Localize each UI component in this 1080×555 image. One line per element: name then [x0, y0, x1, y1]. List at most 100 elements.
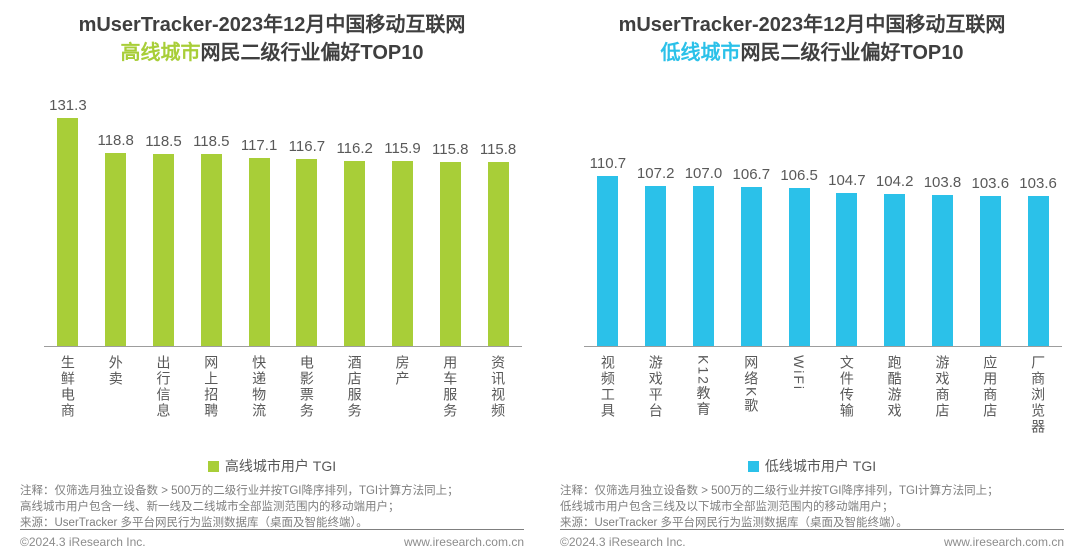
bar-value-label: 118.5 — [193, 133, 230, 151]
bar-cell: 115.8 — [426, 141, 474, 346]
bar-chart-high-tier: 131.3 118.8 118.5 118.5 117.1 116.7 116.2 115.9… — [44, 93, 522, 347]
bar — [487, 161, 509, 346]
category-label: 生鲜电商 — [59, 355, 76, 419]
website-url: www.iresearch.com.cn — [943, 535, 1064, 549]
bar-cell: 116.7 — [283, 138, 331, 346]
chart-title-line2: 低线城市网民二级行业偏好TOP10 — [560, 39, 1064, 67]
bar — [692, 186, 714, 346]
bar — [200, 154, 222, 346]
category-cell: 视频工具 — [584, 355, 632, 445]
category-label: 厂商浏览器 — [1030, 355, 1047, 435]
category-label: 快递物流 — [251, 355, 268, 419]
bar — [57, 118, 79, 346]
bar-cell: 118.8 — [92, 132, 140, 346]
chart-title-line2: 高线城市网民二级行业偏好TOP10 — [20, 39, 524, 67]
note-line: 来源：UserTracker 多平台网民行为监测数据库（桌面及智能终端）。 — [20, 517, 368, 529]
bar-cell: 110.7 — [584, 155, 632, 346]
bar-value-label: 118.8 — [97, 132, 134, 150]
bar — [645, 185, 667, 346]
footnotes: 注释：仅筛选月独立设备数 > 500万的二级行业并按TGI降序排列，TGI计算方… — [20, 483, 524, 531]
chart-title-rest: 网民二级行业偏好TOP10 — [740, 42, 964, 64]
category-label: K12教育 — [695, 355, 712, 418]
bar — [597, 176, 619, 346]
bar-cell: 107.2 — [632, 165, 680, 346]
bar-value-label: 110.7 — [589, 155, 627, 173]
legend-label: 低线城市用户 TGI — [764, 458, 877, 474]
bar — [979, 195, 1001, 346]
chart-title-rest: 网民二级行业偏好TOP10 — [200, 42, 424, 64]
category-label: 出行信息 — [155, 355, 172, 419]
bar-cell: 104.2 — [871, 173, 919, 346]
category-label: 文件传输 — [838, 355, 855, 419]
bar-value-label: 115.8 — [479, 140, 517, 158]
note-line: 注释：仅筛选月独立设备数 > 500万的二级行业并按TGI降序排列，TGI计算方… — [20, 485, 459, 497]
x-axis-category-labels: 视频工具 游戏平台 K12教育 网络K歌 WiFi 文件传输 跑酷游戏 游戏商店 应用商店 厂商浏… — [584, 347, 1062, 445]
category-cell: K12教育 — [680, 355, 728, 445]
category-label: 电影票务 — [298, 355, 315, 419]
panel-footer: ©2024.3 iResearch Inc. www.iresearch.com… — [560, 529, 1064, 549]
bar — [248, 158, 270, 346]
category-cell: 外卖 — [92, 355, 140, 445]
bar — [391, 161, 413, 346]
note-line: 低线城市用户包含三线及以下城市全部监测范围内的移动端用户； — [560, 501, 894, 513]
bar-cell: 103.6 — [1014, 175, 1062, 346]
bar-cell: 103.8 — [919, 174, 967, 346]
bar — [152, 154, 174, 346]
legend-swatch — [207, 460, 219, 472]
bar — [439, 161, 461, 346]
bar-cell: 118.5 — [187, 133, 235, 346]
legend-label: 高线城市用户 TGI — [224, 458, 337, 474]
bar — [740, 187, 762, 346]
bar-value-label: 115.9 — [384, 140, 421, 158]
category-label: 游戏平台 — [647, 355, 664, 419]
bar-cell: 107.0 — [680, 165, 728, 346]
note-line: 高线城市用户包含一线、新一线及二线城市全部监测范围内的移动端用户； — [20, 501, 400, 513]
category-cell: 游戏商店 — [919, 355, 967, 445]
chart-panel-low-tier-cities: mUserTracker-2023年12月中国移动互联网 低线城市网民二级行业偏… — [540, 0, 1080, 555]
footnotes: 注释：仅筛选月独立设备数 > 500万的二级行业并按TGI降序排列，TGI计算方… — [560, 483, 1064, 531]
bar — [884, 194, 906, 346]
website-url: www.iresearch.com.cn — [403, 535, 524, 549]
category-label: 跑酷游戏 — [886, 355, 903, 419]
category-label: 网上招聘 — [203, 355, 220, 419]
category-cell: 电影票务 — [283, 355, 331, 445]
bar-value-label: 115.8 — [432, 140, 469, 158]
bar-value-label: 107.2 — [636, 164, 675, 182]
category-cell: 厂商浏览器 — [1014, 355, 1062, 445]
category-label: 游戏商店 — [934, 355, 951, 419]
bar — [836, 192, 858, 346]
category-cell: 跑酷游戏 — [871, 355, 919, 445]
bar-chart-low-tier: 110.7 107.2 107.0 106.7 106.5 104.7 104.2 103.8… — [584, 93, 1062, 347]
note-line: 注释：仅筛选月独立设备数 > 500万的二级行业并按TGI降序排列，TGI计算方… — [560, 485, 999, 497]
category-label: 酒店服务 — [346, 355, 363, 419]
bar-value-label: 103.8 — [923, 174, 962, 192]
category-label: 应用商店 — [982, 355, 999, 419]
chart-title-highlight: 高线城市 — [120, 42, 201, 64]
category-cell: 网上招聘 — [187, 355, 235, 445]
bar-cell: 118.5 — [140, 133, 188, 346]
category-cell: 文件传输 — [823, 355, 871, 445]
bar-value-label: 116.7 — [288, 138, 326, 156]
category-label: 用车服务 — [442, 355, 459, 419]
chart-panel-high-tier-cities: mUserTracker-2023年12月中国移动互联网 高线城市网民二级行业偏… — [20, 12, 524, 549]
copyright-text: ©2024.3 iResearch Inc. — [560, 535, 686, 549]
bar — [788, 187, 810, 346]
bar-value-label: 116.2 — [336, 139, 373, 157]
chart-legend: 低线城市用户 TGI — [560, 457, 1064, 475]
bar-value-label: 106.7 — [732, 166, 771, 184]
category-cell: 资讯视频 — [474, 355, 522, 445]
category-label: 视频工具 — [599, 355, 616, 419]
chart-legend: 高线城市用户 TGI — [20, 457, 524, 475]
copyright-text: ©2024.3 iResearch Inc. — [20, 535, 146, 549]
bar-cell: 131.3 — [44, 97, 92, 346]
legend-swatch — [747, 460, 759, 472]
bar-cell: 106.5 — [775, 167, 823, 346]
chart-title: mUserTracker-2023年12月中国移动互联网 高线城市网民二级行业偏… — [20, 12, 524, 67]
category-label: 网络K歌 — [743, 355, 760, 415]
category-label: WiFi — [791, 355, 808, 391]
note-line: 来源：UserTracker 多平台网民行为监测数据库（桌面及智能终端）。 — [560, 517, 908, 529]
chart-title-line1: mUserTracker-2023年12月中国移动互联网 — [618, 14, 1006, 36]
category-label: 资讯视频 — [490, 355, 507, 419]
category-cell: 应用商店 — [966, 355, 1014, 445]
bar-value-label: 107.0 — [684, 165, 723, 183]
